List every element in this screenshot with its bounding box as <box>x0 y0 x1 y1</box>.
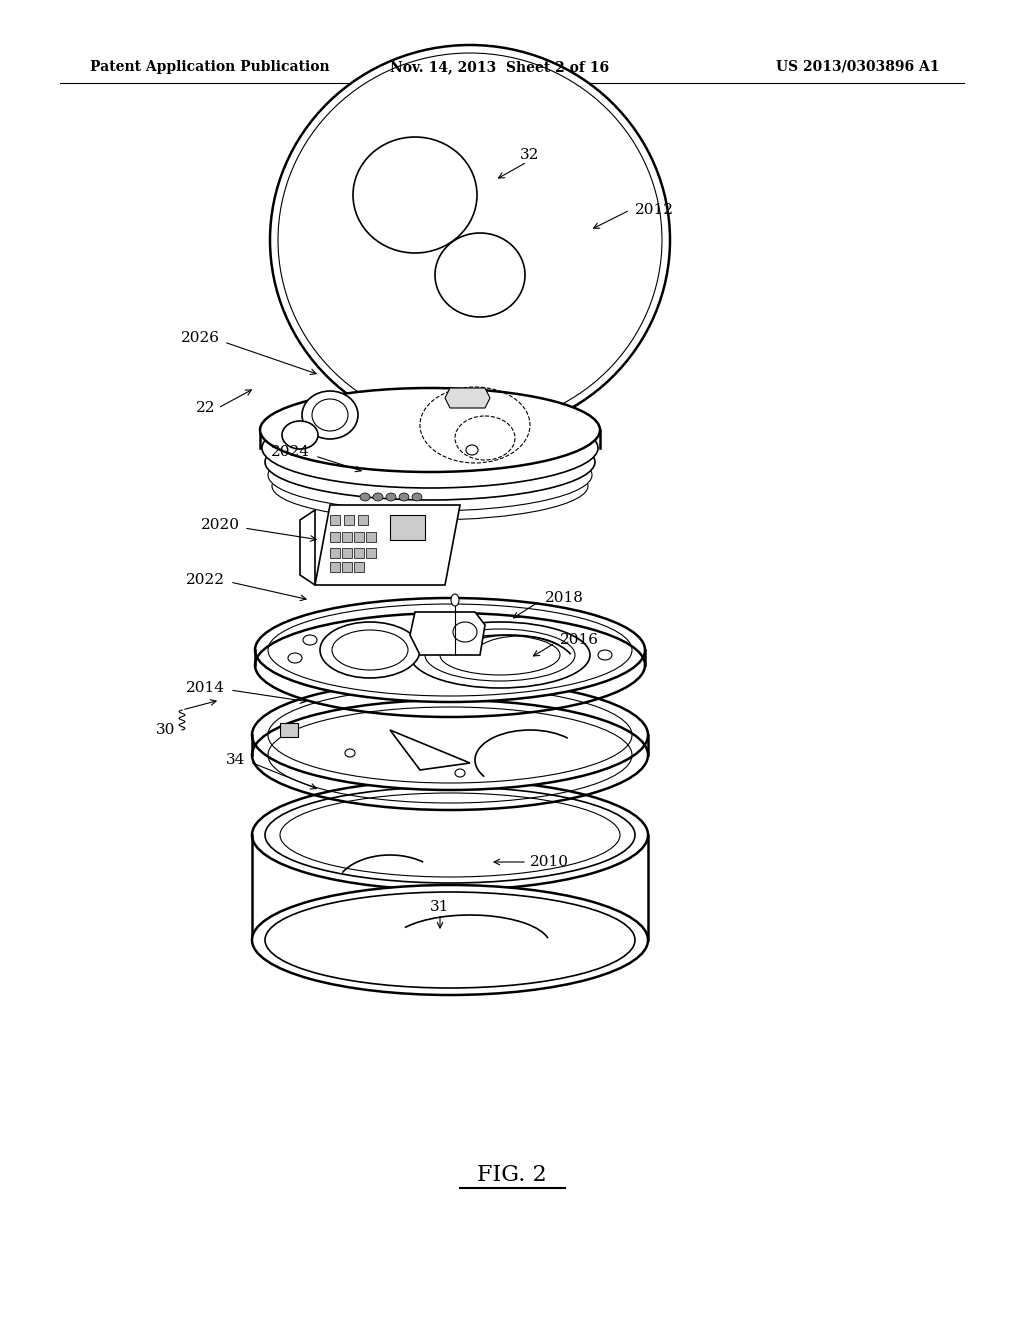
Polygon shape <box>410 612 485 655</box>
Bar <box>366 548 376 558</box>
Text: 2018: 2018 <box>545 591 584 605</box>
Polygon shape <box>445 388 490 408</box>
Bar <box>342 532 352 543</box>
Ellipse shape <box>255 598 645 702</box>
Text: US 2013/0303896 A1: US 2013/0303896 A1 <box>776 59 940 74</box>
Text: 34: 34 <box>225 752 245 767</box>
Bar <box>330 562 340 572</box>
Bar <box>330 548 340 558</box>
Ellipse shape <box>288 653 302 663</box>
Bar <box>344 515 354 525</box>
Bar <box>354 548 364 558</box>
Ellipse shape <box>270 232 670 268</box>
Bar <box>354 562 364 572</box>
Polygon shape <box>390 730 470 770</box>
Text: 2020: 2020 <box>201 517 240 532</box>
Ellipse shape <box>268 440 592 511</box>
Ellipse shape <box>360 492 370 502</box>
Bar <box>390 515 425 540</box>
Text: FIG. 2: FIG. 2 <box>477 1164 547 1185</box>
Bar <box>354 532 364 543</box>
Ellipse shape <box>386 492 396 502</box>
Ellipse shape <box>252 780 648 890</box>
Text: 30: 30 <box>156 723 175 737</box>
Text: 2024: 2024 <box>271 445 310 459</box>
Bar <box>358 515 368 525</box>
Ellipse shape <box>598 649 612 660</box>
Polygon shape <box>300 510 315 585</box>
Text: 2022: 2022 <box>186 573 225 587</box>
Text: 22: 22 <box>196 401 215 414</box>
Text: Nov. 14, 2013  Sheet 2 of 16: Nov. 14, 2013 Sheet 2 of 16 <box>390 59 609 74</box>
Text: 2010: 2010 <box>530 855 569 869</box>
Ellipse shape <box>265 424 595 500</box>
Ellipse shape <box>260 388 600 473</box>
Text: 32: 32 <box>520 148 540 162</box>
Ellipse shape <box>270 45 670 436</box>
Text: Patent Application Publication: Patent Application Publication <box>90 59 330 74</box>
Bar <box>366 532 376 543</box>
Text: 2016: 2016 <box>560 634 599 647</box>
Ellipse shape <box>399 492 409 502</box>
Bar <box>342 548 352 558</box>
Ellipse shape <box>451 594 459 606</box>
Text: 2012: 2012 <box>635 203 674 216</box>
Text: 2026: 2026 <box>181 331 220 345</box>
Ellipse shape <box>303 635 317 645</box>
Bar <box>342 562 352 572</box>
Ellipse shape <box>252 884 648 995</box>
Ellipse shape <box>412 492 422 502</box>
Ellipse shape <box>319 622 420 678</box>
Ellipse shape <box>272 451 588 520</box>
Text: 2014: 2014 <box>186 681 225 696</box>
Polygon shape <box>315 506 460 585</box>
Ellipse shape <box>262 408 598 488</box>
Bar <box>330 532 340 543</box>
Ellipse shape <box>252 680 648 789</box>
Ellipse shape <box>373 492 383 502</box>
Ellipse shape <box>302 391 358 440</box>
Bar <box>280 723 298 737</box>
Bar <box>330 515 340 525</box>
Text: 31: 31 <box>430 900 450 913</box>
Ellipse shape <box>282 421 318 449</box>
